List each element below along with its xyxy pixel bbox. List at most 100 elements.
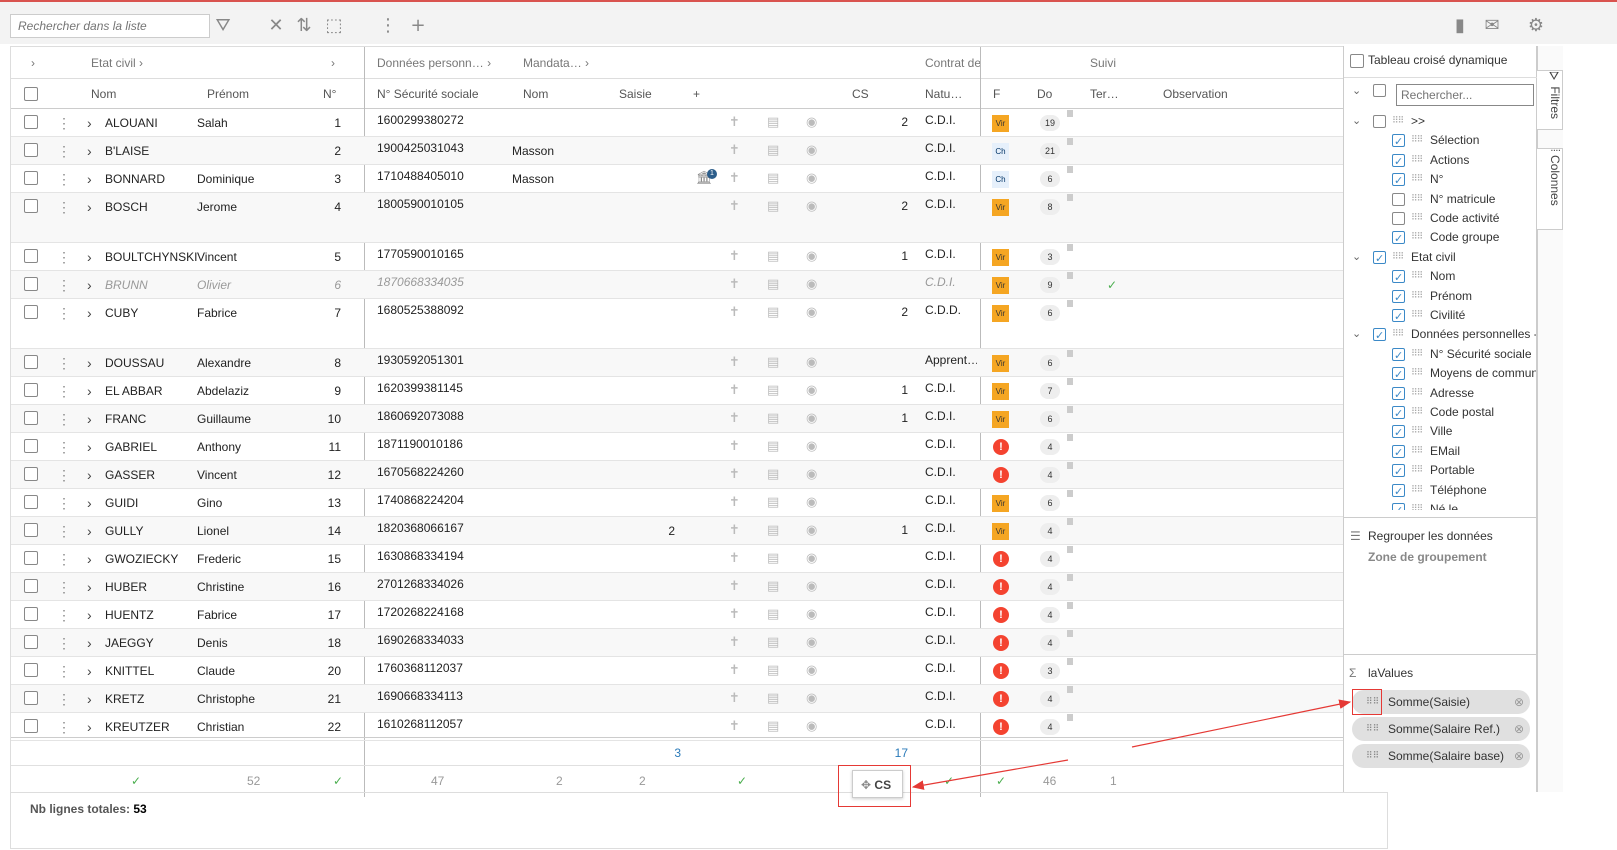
table-row[interactable]: ⋮ › KNITTEL Claude 20 1760368112037 ✝ ▤ … — [11, 657, 1387, 685]
col-header-f[interactable]: F — [993, 87, 1001, 101]
table-row[interactable]: ⋮ › GUIDI Gino 13 1740868224204 ✝ ▤ ◉ C.… — [11, 489, 1387, 517]
col-header-prenom[interactable]: Prénom — [207, 87, 250, 101]
column-tree-item[interactable]: ⠿⠿ Moyens de communi — [1344, 364, 1536, 384]
tree-checkbox[interactable] — [1392, 171, 1405, 190]
col-header-ter[interactable]: Ter… — [1090, 87, 1119, 101]
row-checkbox[interactable] — [24, 495, 38, 509]
col-header-num[interactable]: N° — [323, 87, 337, 101]
row-expand-icon[interactable]: › — [87, 199, 92, 215]
row-expand-icon[interactable]: › — [87, 607, 92, 623]
drag-grip-icon[interactable]: ⠿⠿ — [1411, 407, 1423, 417]
eye-icon[interactable]: ◉ — [806, 305, 818, 320]
person-icon[interactable]: ✝ — [729, 495, 740, 510]
table-row[interactable]: ⋮ › FRANC Guillaume 10 1860692073088 ✝ ▤… — [11, 405, 1387, 433]
row-expand-icon[interactable]: › — [87, 277, 92, 293]
person-icon[interactable]: ✝ — [729, 355, 740, 370]
table-row[interactable]: ⋮ › KREUTZER Christian 22 1610268112057 … — [11, 713, 1387, 741]
row-actions-icon[interactable]: ⋮ — [57, 495, 71, 511]
col-header-nss[interactable]: N° Sécurité sociale — [377, 87, 479, 101]
card-icon[interactable]: ▤ — [767, 115, 780, 130]
drag-grip-icon[interactable]: ⠿⠿ — [1411, 387, 1423, 398]
tree-checkbox[interactable] — [1392, 212, 1405, 225]
eye-icon[interactable]: ◉ — [806, 115, 818, 130]
table-row[interactable]: ⋮ › JAEGGY Denis 18 1690268334033 ✝ ▤ ◉ … — [11, 629, 1387, 657]
tree-checkbox[interactable] — [1392, 268, 1405, 287]
row-checkbox[interactable] — [24, 467, 38, 481]
tree-checkbox[interactable] — [1392, 423, 1405, 442]
row-expand-icon[interactable]: › — [87, 719, 92, 735]
tree-checkbox[interactable] — [1392, 462, 1405, 481]
drag-grip-icon[interactable]: ⠿⠿ — [1411, 504, 1423, 510]
person-icon[interactable]: ✝ — [729, 305, 740, 320]
remove-icon[interactable]: ⊗ — [1513, 722, 1524, 736]
row-checkbox[interactable] — [24, 411, 38, 425]
drag-grip-icon[interactable]: ⠿⠿ — [1411, 135, 1423, 146]
column-tree-item[interactable]: ⠿⠿ N° Sécurité sociale — [1344, 345, 1536, 365]
group-header-chevron[interactable]: › — [331, 56, 335, 70]
row-checkbox[interactable] — [24, 249, 38, 263]
eye-icon[interactable]: ◉ — [806, 277, 818, 292]
column-tree-item[interactable]: ⌄ ⠿⠿ Etat civil — [1344, 248, 1536, 268]
drag-grip-icon[interactable]: ⠿⠿ — [1411, 193, 1423, 204]
drag-grip-icon[interactable]: ⠿⠿ — [1392, 251, 1404, 262]
row-expand-icon[interactable]: › — [87, 635, 92, 651]
row-expand-icon[interactable]: › — [87, 383, 92, 399]
tree-checkbox[interactable] — [1373, 249, 1386, 268]
mail-icon[interactable]: ✉ — [1484, 14, 1500, 36]
sort-icon[interactable]: ⇅ — [296, 14, 312, 36]
row-actions-icon[interactable]: ⋮ — [57, 115, 71, 131]
col-header-saisie[interactable]: Saisie — [619, 87, 652, 101]
col-header-nature[interactable]: Natu… — [925, 87, 963, 101]
column-tree-item[interactable]: ⌄ ⠿⠿ >> — [1344, 112, 1536, 131]
eye-icon[interactable]: ◉ — [806, 467, 818, 482]
column-tree-item[interactable]: ⠿⠿ Actions — [1344, 151, 1536, 171]
row-actions-icon[interactable]: ⋮ — [57, 383, 71, 399]
table-row[interactable]: ⋮ › HUENTZ Fabrice 17 1720268224168 ✝ ▤ … — [11, 601, 1387, 629]
value-pill[interactable]: ⠿⠿ Somme(Salaire Ref.) ⊗ — [1352, 717, 1530, 741]
tree-checkbox[interactable] — [1392, 229, 1405, 248]
row-checkbox[interactable] — [24, 635, 38, 649]
eye-icon[interactable]: ◉ — [806, 383, 818, 398]
row-actions-icon[interactable]: ⋮ — [57, 691, 71, 707]
table-row[interactable]: ⋮ › DOUSSAU Alexandre 8 1930592051301 ✝ … — [11, 349, 1387, 377]
drag-grip-icon[interactable]: ⠿⠿ — [1411, 310, 1423, 320]
row-expand-icon[interactable]: › — [87, 467, 92, 483]
drag-grip-icon[interactable]: ⠿⠿ — [1411, 271, 1423, 282]
row-expand-icon[interactable]: › — [87, 115, 92, 131]
card-icon[interactable]: ▤ — [767, 411, 780, 426]
tree-checkbox[interactable] — [1392, 307, 1405, 326]
column-tree-item[interactable]: ⌄ ⠿⠿ Données personnelles - F — [1344, 325, 1536, 345]
person-icon[interactable]: ✝ — [729, 439, 740, 454]
table-row[interactable]: ⋮ › CUBY Fabrice 7 1680525388092 ✝ ▤ ◉ 2… — [11, 299, 1387, 349]
col-header-do[interactable]: Do — [1037, 87, 1053, 101]
tree-checkbox[interactable] — [1392, 501, 1405, 510]
column-tree-item[interactable]: ⠿⠿ Prénom — [1344, 287, 1536, 307]
column-tree-item[interactable]: ⠿⠿ N° — [1344, 170, 1536, 190]
eye-icon[interactable]: ◉ — [806, 523, 818, 538]
tree-chevron-icon[interactable]: ⌄ — [1352, 328, 1362, 341]
tree-checkbox[interactable] — [1392, 482, 1405, 501]
drag-grip-icon[interactable]: ⠿⠿ — [1392, 329, 1404, 340]
eye-icon[interactable]: ◉ — [806, 551, 818, 566]
column-search-input[interactable] — [1396, 84, 1534, 106]
eye-icon[interactable]: ◉ — [806, 249, 818, 264]
table-row[interactable]: ⋮ › BRUNN Olivier 6 1870668334035 ✝ ▤ ◉ … — [11, 271, 1387, 299]
column-tree-item[interactable]: ⠿⠿ Ville — [1344, 422, 1536, 442]
row-checkbox[interactable] — [24, 523, 38, 537]
person-icon[interactable]: ✝ — [729, 579, 740, 594]
person-icon[interactable]: ✝ — [729, 663, 740, 678]
card-icon[interactable]: ▤ — [767, 383, 780, 398]
filter-icon[interactable]: ⛛ — [215, 14, 231, 36]
column-tree-item[interactable]: ⠿⠿ Code groupe — [1344, 228, 1536, 248]
row-actions-icon[interactable]: ⋮ — [57, 579, 71, 595]
row-checkbox[interactable] — [24, 663, 38, 677]
row-checkbox[interactable] — [24, 199, 38, 213]
person-icon[interactable]: ✝ — [729, 143, 740, 158]
row-actions-icon[interactable]: ⋮ — [57, 277, 71, 293]
tree-checkbox[interactable] — [1392, 192, 1405, 206]
group-header-mandat[interactable]: Mandata… › — [523, 56, 590, 70]
card-icon[interactable]: ▤ — [767, 579, 780, 594]
table-row[interactable]: ⋮ › BOSCH Jerome 4 1800590010105 ✝ ▤ ◉ 2… — [11, 193, 1387, 243]
person-icon[interactable]: ✝ — [729, 277, 740, 292]
column-tree-item[interactable]: ⠿⠿ Civilité — [1344, 306, 1536, 326]
